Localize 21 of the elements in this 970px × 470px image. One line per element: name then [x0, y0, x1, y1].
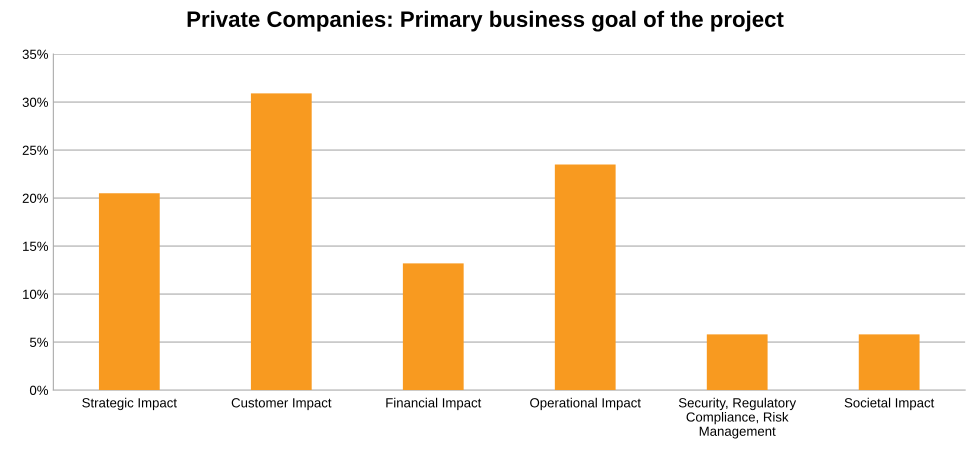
x-tick-label: Financial Impact — [386, 398, 482, 410]
x-tick-label: Societal Impact — [844, 398, 934, 410]
chart-title: Private Companies: Primary business goal of the project — [188, 10, 784, 32]
bar — [250, 93, 312, 390]
y-tick-label: 10% — [23, 290, 48, 299]
bar — [858, 334, 920, 390]
y-tick-label: 15% — [23, 242, 48, 251]
y-tick-label: 5% — [30, 338, 48, 348]
x-tick-label: Strategic Impact — [82, 398, 177, 410]
bar — [402, 263, 464, 390]
y-tick-label: 35% — [22, 50, 48, 59]
y-tick-label: 25% — [22, 146, 48, 155]
x-tick-label: Operational Impact — [530, 398, 641, 410]
x-tick-label: Security, Regulatory Compliance, Risk Management — [678, 398, 796, 439]
bar — [706, 334, 768, 390]
bar — [554, 164, 616, 390]
bar — [98, 193, 160, 390]
y-tick-label: 20% — [22, 194, 48, 203]
y-tick-label: 0% — [30, 386, 48, 396]
y-tick-label: 30% — [22, 98, 48, 107]
x-tick-label: Customer Impact — [232, 398, 332, 410]
